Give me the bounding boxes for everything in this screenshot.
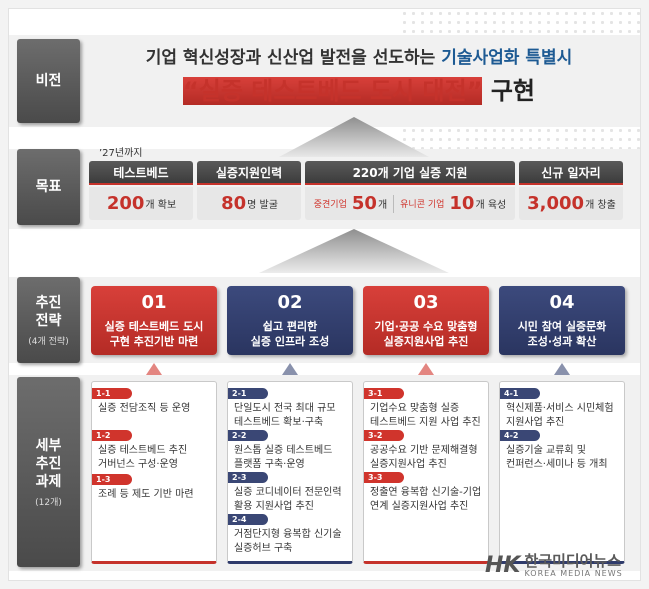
task-column-3: 3-1 기업수요 맞춤형 실증 테스트베드 지원 사업 추진 3-2 공공수요 … xyxy=(363,381,489,564)
watermark-logo: HK 한국미디어뉴스 KOREA MEDIA NEWS xyxy=(485,552,623,578)
strategy-card-04: 04 시민 참여 실증문화 조성·성과 확산 xyxy=(499,286,625,355)
vision-label: 비전 xyxy=(17,39,80,123)
vision-line-1: 기업 혁신성장과 신산업 발전을 선도하는 기술사업화 특별시 xyxy=(145,48,573,68)
goal-deadline: ’27년까지 xyxy=(99,148,143,159)
strategy-card-03: 03 기업·공공 수요 맞춤형 실증지원사업 추진 xyxy=(363,286,489,355)
triangle-icon xyxy=(418,363,434,375)
strategy-label: 추진 전략 (4개 전략) xyxy=(17,277,80,363)
strategy-card-02: 02 쉽고 편리한 실증 인프라 조성 xyxy=(227,286,353,355)
task-column-2: 2-1 단일도시 전국 최대 규모 테스트베드 확보·구축 2-2 원스톱 실증… xyxy=(227,381,353,564)
tasks-label: 세부 추진 과제 (12개) xyxy=(17,377,80,567)
task-column-4: 4-1 혁신제품·서비스 시민체험 지원사업 추진 4-2 실증기술 교류회 및… xyxy=(499,381,625,564)
goal-value: 3,000 개 창출 xyxy=(519,187,623,220)
goal-head: 실증지원인력 xyxy=(197,161,301,185)
goal-head: 테스트베드 xyxy=(89,161,193,185)
goal-value: 중견기업 50 개 유니콘 기업 10 개 육성 xyxy=(305,187,515,220)
divider xyxy=(393,194,395,213)
infographic: 비전 목표 추진 전략 (4개 전략) 세부 추진 과제 (12개) 기업 혁신… xyxy=(8,8,641,581)
triangle-icon xyxy=(146,363,162,375)
goal-value: 200 개 확보 xyxy=(89,187,193,220)
triangle-icon xyxy=(282,363,298,375)
up-arrow-icon xyxy=(279,117,429,157)
strategy-card-01: 01 실증 테스트베드 도시 구현 추진기반 마련 xyxy=(91,286,217,355)
triangle-icon xyxy=(554,363,570,375)
task-column-1: 1-1 실증 전담조직 등 운영 1-2 실증 테스트베드 추진 거버넌스 구성… xyxy=(91,381,217,564)
vision-line-2: “실증 테스트베드 도시 대전” 구현 xyxy=(182,77,535,105)
goal-head: 220개 기업 실증 지원 xyxy=(305,161,515,185)
goal-label: 목표 xyxy=(17,149,80,225)
up-arrow-icon xyxy=(259,229,449,273)
goal-head: 신규 일자리 xyxy=(519,161,623,185)
goal-value: 80 명 발굴 xyxy=(197,187,301,220)
